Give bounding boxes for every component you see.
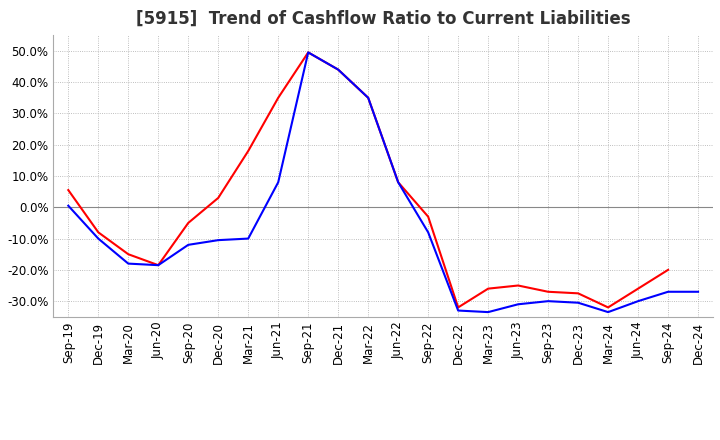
Operating CF to Current Liabilities bbox=[94, 230, 103, 235]
Title: [5915]  Trend of Cashflow Ratio to Current Liabilities: [5915] Trend of Cashflow Ratio to Curren… bbox=[136, 10, 631, 28]
Free CF to Current Liabilities bbox=[244, 236, 253, 241]
Operating CF to Current Liabilities bbox=[64, 187, 73, 193]
Operating CF to Current Liabilities bbox=[184, 220, 192, 226]
Operating CF to Current Liabilities bbox=[304, 50, 312, 55]
Free CF to Current Liabilities bbox=[574, 300, 582, 305]
Free CF to Current Liabilities bbox=[334, 67, 343, 72]
Free CF to Current Liabilities bbox=[664, 289, 672, 294]
Line: Operating CF to Current Liabilities: Operating CF to Current Liabilities bbox=[68, 52, 668, 308]
Line: Free CF to Current Liabilities: Free CF to Current Liabilities bbox=[68, 52, 698, 312]
Free CF to Current Liabilities bbox=[634, 298, 642, 304]
Operating CF to Current Liabilities bbox=[544, 289, 552, 294]
Free CF to Current Liabilities bbox=[694, 289, 703, 294]
Operating CF to Current Liabilities bbox=[424, 214, 433, 219]
Free CF to Current Liabilities bbox=[64, 203, 73, 209]
Operating CF to Current Liabilities bbox=[364, 95, 372, 100]
Operating CF to Current Liabilities bbox=[124, 252, 132, 257]
Free CF to Current Liabilities bbox=[394, 180, 402, 185]
Operating CF to Current Liabilities bbox=[454, 305, 462, 310]
Operating CF to Current Liabilities bbox=[574, 291, 582, 296]
Free CF to Current Liabilities bbox=[304, 50, 312, 55]
Operating CF to Current Liabilities bbox=[634, 286, 642, 291]
Free CF to Current Liabilities bbox=[454, 308, 462, 313]
Free CF to Current Liabilities bbox=[124, 261, 132, 266]
Free CF to Current Liabilities bbox=[214, 238, 222, 243]
Free CF to Current Liabilities bbox=[424, 230, 433, 235]
Free CF to Current Liabilities bbox=[484, 309, 492, 315]
Free CF to Current Liabilities bbox=[604, 309, 613, 315]
Operating CF to Current Liabilities bbox=[274, 95, 282, 100]
Free CF to Current Liabilities bbox=[364, 95, 372, 100]
Operating CF to Current Liabilities bbox=[244, 148, 253, 154]
Free CF to Current Liabilities bbox=[544, 298, 552, 304]
Operating CF to Current Liabilities bbox=[214, 195, 222, 201]
Free CF to Current Liabilities bbox=[514, 302, 523, 307]
Operating CF to Current Liabilities bbox=[604, 305, 613, 310]
Operating CF to Current Liabilities bbox=[664, 267, 672, 272]
Free CF to Current Liabilities bbox=[94, 236, 103, 241]
Operating CF to Current Liabilities bbox=[394, 180, 402, 185]
Free CF to Current Liabilities bbox=[154, 263, 163, 268]
Free CF to Current Liabilities bbox=[184, 242, 192, 247]
Operating CF to Current Liabilities bbox=[514, 283, 523, 288]
Operating CF to Current Liabilities bbox=[334, 67, 343, 72]
Free CF to Current Liabilities bbox=[274, 180, 282, 185]
Operating CF to Current Liabilities bbox=[484, 286, 492, 291]
Operating CF to Current Liabilities bbox=[154, 263, 163, 268]
